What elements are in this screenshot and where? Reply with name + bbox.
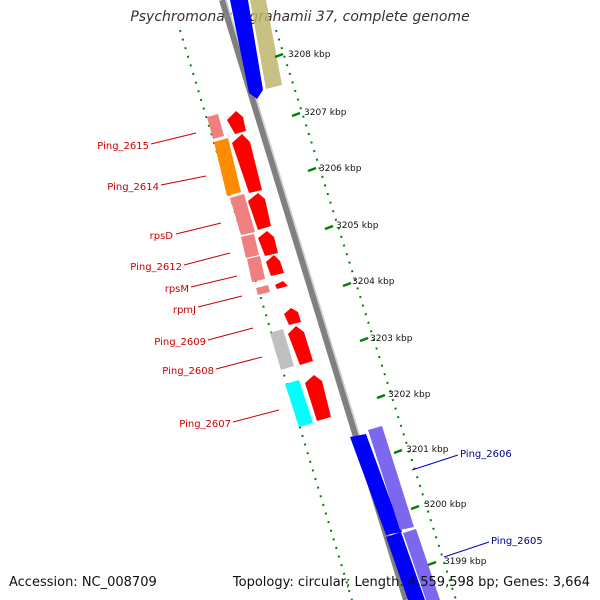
reverse-gene-bar-rpsm	[247, 256, 265, 282]
gene-label-rpmj: rpmJ	[173, 305, 196, 316]
reverse-cds-arrow-rpsd	[248, 193, 271, 230]
gene-label-ping2609: Ping_2609	[154, 337, 206, 348]
leader-line	[175, 222, 222, 235]
genome-summary-text: Topology: circular; Length: 4,559,598 bp…	[232, 575, 590, 590]
gene-label-ping2608: Ping_2608	[162, 366, 214, 377]
tick-label-3204: 3204 kbp	[352, 277, 395, 287]
right-dotted-guide	[275, 29, 457, 600]
gene-label-ping2607: Ping_2607	[179, 419, 231, 430]
tick-mark	[291, 111, 301, 118]
forward-gene-bar-top	[250, 0, 282, 89]
tick-mark	[376, 393, 386, 400]
leader-line	[232, 409, 280, 423]
gene-label-rpsd: rpsD	[150, 231, 174, 242]
reverse-cds-arrow-rpsm	[266, 255, 284, 276]
leader-line	[207, 327, 254, 341]
forward-cds-arrow-top	[230, 0, 263, 99]
tick-label-3208: 3208 kbp	[288, 50, 331, 60]
reverse-gene-labels: Ping_2615 Ping_2614 rpsD Ping_2612 rpsM …	[97, 132, 280, 430]
reverse-cds-arrow-ping2614	[232, 134, 262, 193]
tick-mark	[307, 166, 317, 173]
gene-label-ping2606: Ping_2606	[460, 449, 512, 460]
genome-title: Psychromonas ingrahamii 37, complete gen…	[130, 9, 470, 25]
forward-gene-bar-ping2605	[403, 529, 440, 600]
reverse-cds-arrow-ping2608	[288, 326, 313, 365]
forward-cds-arrow-ping2606	[350, 434, 402, 535]
gene-label-ping2612: Ping_2612	[130, 262, 182, 273]
reverse-cds-arrow-ping2609	[284, 308, 301, 325]
tick-mark	[410, 504, 420, 511]
tick-label-3203: 3203 kbp	[370, 334, 413, 344]
tick-label-3200: 3200 kbp	[424, 500, 467, 510]
leader-line	[160, 175, 207, 186]
reverse-gene-bar-rpmj	[256, 285, 270, 295]
tick-mark	[324, 224, 334, 231]
left-dotted-guide	[179, 29, 353, 600]
tick-label-3205: 3205 kbp	[336, 221, 379, 231]
tick-mark	[359, 336, 369, 343]
reverse-gene-bar-ping2608	[270, 329, 294, 370]
reverse-gene-bar-rpsd	[230, 194, 255, 235]
leader-line	[411, 454, 459, 471]
forward-gene-labels: Ping_2606 Ping_2605	[411, 449, 543, 558]
reverse-gene-bar-ping2614	[214, 138, 241, 196]
reverse-gene-bar-ping2607	[285, 380, 313, 427]
leader-line	[443, 541, 490, 558]
leader-line	[197, 295, 243, 308]
forward-cds-arrow-ping2605	[386, 532, 425, 600]
tick-label-3201: 3201 kbp	[406, 445, 449, 455]
tick-label-3207: 3207 kbp	[304, 108, 347, 118]
reverse-cds-arrow-rpmj	[275, 281, 288, 289]
gene-label-ping2605: Ping_2605	[491, 536, 543, 547]
leader-line	[183, 252, 231, 266]
reverse-cds-arrow-ping2607	[305, 375, 331, 421]
tick-label-3206: 3206 kbp	[319, 164, 362, 174]
tick-label-3202: 3202 kbp	[388, 390, 431, 400]
gene-label-ping2614: Ping_2614	[107, 182, 159, 193]
leader-line	[150, 132, 197, 145]
gene-label-rpsm: rpsM	[165, 284, 189, 295]
gene-label-ping2615: Ping_2615	[97, 141, 149, 152]
reverse-cds-arrow-ping2615	[227, 111, 246, 134]
tick-mark	[427, 560, 437, 567]
tick-label-3199: 3199 kbp	[444, 557, 487, 567]
tick-mark	[274, 52, 284, 59]
leader-line	[190, 275, 238, 288]
reverse-gene-bar-ping2615	[207, 114, 224, 139]
accession-text: Accession: NC_008709	[9, 575, 157, 590]
reverse-cds-arrow-ping2612	[258, 231, 278, 256]
leader-line	[215, 356, 263, 370]
tick-mark	[393, 448, 403, 455]
tick-mark	[342, 281, 352, 288]
position-ticks: 3208 kbp 3207 kbp 3206 kbp 3205 kbp 3204…	[274, 50, 487, 567]
reverse-gene-bar-ping2612	[241, 234, 259, 258]
forward-gene-bar-ping2606	[368, 426, 414, 530]
